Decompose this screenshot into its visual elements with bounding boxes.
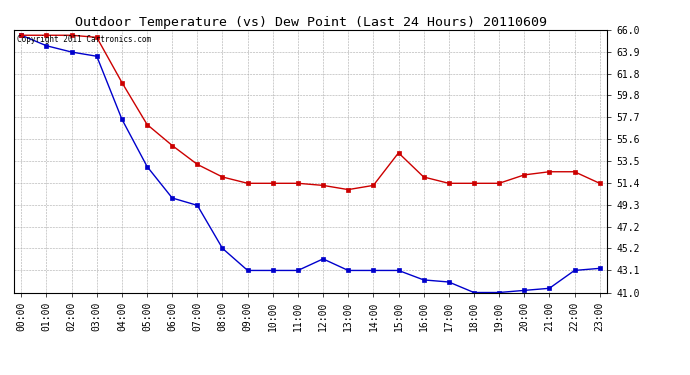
Title: Outdoor Temperature (vs) Dew Point (Last 24 Hours) 20110609: Outdoor Temperature (vs) Dew Point (Last…: [75, 16, 546, 29]
Text: Copyright 2011 Cartronics.com: Copyright 2011 Cartronics.com: [17, 35, 151, 44]
